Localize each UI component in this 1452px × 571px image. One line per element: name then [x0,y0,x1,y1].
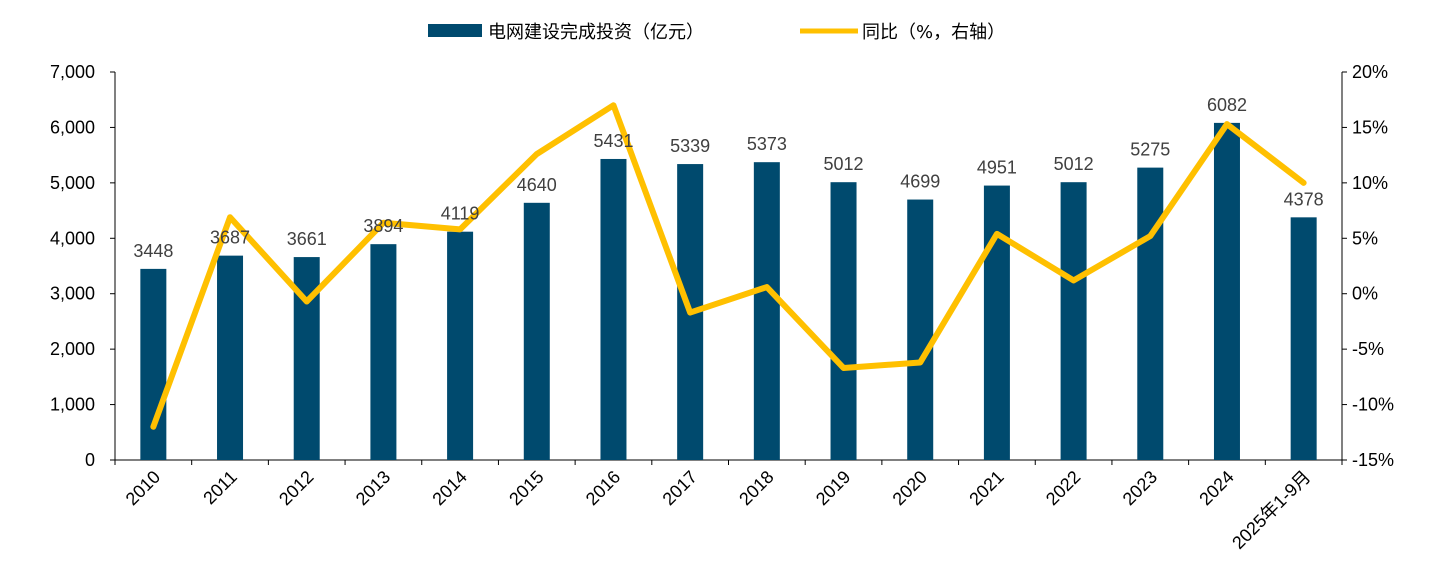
bar-data-label: 4951 [977,158,1017,178]
bar-data-label: 4378 [1284,189,1324,209]
x-tick-label: 2013 [352,467,394,509]
bar [983,185,1010,461]
x-tick-label: 2012 [275,467,317,509]
bar-data-label: 3687 [210,228,250,248]
bar [370,244,397,460]
x-tick-label: 2018 [735,467,777,509]
bar-data-label: 3448 [133,241,173,261]
x-tick-label: 2010 [122,467,164,509]
x-tick-label: 2023 [1119,467,1161,509]
bar-data-label: 5431 [593,131,633,151]
data-labels: 3448 3687 3661 3894 4119 4640 5431 5339 5373 5012… [133,95,1323,261]
y-left-tick-label: 0 [85,450,95,470]
x-tick-label: 2025年1-9月 [1228,467,1314,553]
x-tick-label: 2019 [812,467,854,509]
bar [1137,167,1164,460]
y-left-tick-label: 2,000 [50,339,95,359]
y-left-tick-label: 4,000 [50,228,95,248]
bar [600,158,627,461]
bar-data-label: 4119 [441,204,480,224]
bar-data-label: 6082 [1207,95,1247,115]
bar-data-label: 4699 [900,172,940,192]
bar-data-label: 5373 [747,134,787,154]
x-tick-label: 2011 [199,467,241,509]
bar-data-label: 5012 [824,154,864,174]
y-right-tick-label: 20% [1352,62,1388,82]
y-right-tick-label: 0% [1352,284,1378,304]
bar [217,255,244,460]
legend-bar-swatch [428,24,482,37]
bar-data-label: 4640 [517,175,557,195]
x-tick-label: 2020 [889,467,931,509]
line-series [150,102,1307,430]
axes: 0 1,000 2,000 3,000 4,000 5,000 6,000 7,000 -15%… [50,62,1394,553]
bar [907,199,934,460]
yoy-line [150,102,1307,430]
x-tick-label: 2022 [1042,467,1084,509]
bar-data-label: 3661 [287,229,327,249]
x-tick-label: 2014 [428,467,470,509]
y-right-tick-label: -10% [1352,395,1394,415]
bar [1213,122,1240,461]
x-tick-label: 2021 [965,467,1007,509]
bar [830,182,857,460]
y-left-tick-label: 7,000 [50,62,95,82]
x-tick-label: 2016 [582,467,624,509]
bar [140,268,167,460]
bar-data-label: 3894 [363,216,403,236]
y-right-tick-label: -5% [1352,339,1384,359]
y-left-tick-label: 1,000 [50,395,95,415]
y-left-tick-label: 3,000 [50,284,95,304]
y-right-tick-label: 10% [1352,173,1388,193]
bar-data-label: 5275 [1130,140,1170,160]
bar [753,162,780,460]
y-right-tick-label: 15% [1352,117,1388,137]
y-left-tick-label: 5,000 [50,173,95,193]
bar-data-label: 5339 [670,136,710,156]
y-right-tick-label: -15% [1352,450,1394,470]
legend: 电网建设完成投资（亿元） 同比（%，右轴） [428,22,1005,43]
x-tick-label: 2015 [505,467,547,509]
y-left-tick-label: 6,000 [50,117,95,137]
bar [1290,217,1317,460]
legend-bar-label: 电网建设完成投资（亿元） [488,22,704,43]
bar [523,202,550,460]
bar [447,231,474,460]
y-right-tick-label: 5% [1352,228,1378,248]
x-tick-label: 2017 [659,467,701,509]
x-tick-label: 2024 [1195,467,1237,509]
bar-data-label: 5012 [1054,154,1094,174]
legend-line-label: 同比（%，右轴） [862,22,1005,43]
bar [1060,182,1087,460]
